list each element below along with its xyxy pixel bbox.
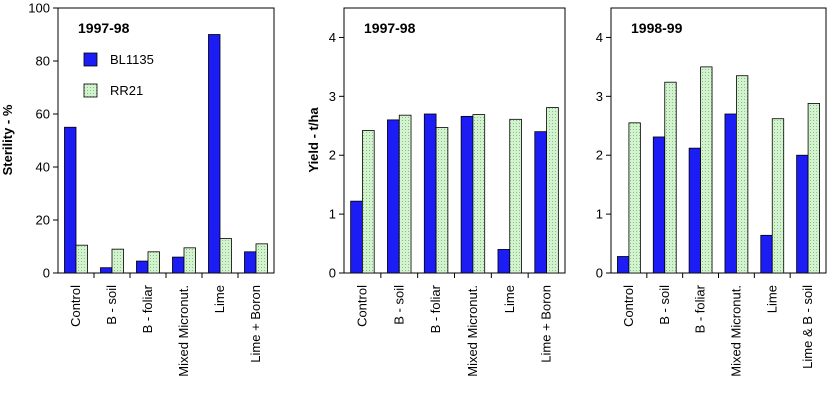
y-tick-label: 3 (596, 89, 603, 104)
plot-frame (57, 7, 275, 274)
category-label: Lime (212, 285, 227, 313)
bar-bl1135-6 (534, 131, 547, 274)
bar-rr21-2 (664, 81, 677, 274)
bar-bl1135-1 (617, 256, 630, 274)
bar-bl1135-6 (796, 154, 809, 274)
legend-swatch-rr21 (83, 83, 98, 98)
panel-title: 1998-99 (631, 20, 683, 36)
bar-rr21-2 (111, 248, 124, 274)
category-label: Control (68, 285, 83, 327)
category-label: B - foliar (140, 284, 155, 333)
bar-bl1135-2 (652, 136, 666, 274)
category-label: Mixed Micronut. (465, 285, 480, 377)
bar-bl1135-1 (64, 126, 77, 274)
category-label: B - soil (657, 285, 672, 325)
panel-title: 1997-98 (364, 20, 416, 36)
bar-bl1135-4 (172, 256, 185, 274)
bar-rr21-3 (700, 66, 713, 274)
y-tick-label: 0 (43, 266, 50, 281)
category-label: Control (621, 285, 636, 327)
panel-title: 1997-98 (78, 20, 130, 36)
bar-bl1135-5 (208, 34, 221, 274)
bar-bl1135-1 (350, 200, 363, 274)
bar-rr21-2 (398, 114, 412, 274)
y-tick-label: 80 (36, 54, 50, 69)
bar-rr21-6 (255, 243, 268, 274)
bar-rr21-5 (771, 118, 785, 274)
y-tick-label: 60 (36, 107, 50, 122)
y-tick-label: 100 (28, 1, 50, 16)
bar-rr21-6 (807, 103, 820, 274)
y-tick-label: 3 (329, 89, 336, 104)
plot-frame (343, 7, 566, 274)
y-tick-label: 0 (596, 266, 603, 281)
y-tick-label: 1 (329, 207, 336, 222)
category-label: Lime (764, 285, 779, 313)
bar-rr21-6 (546, 107, 559, 274)
category-label: Lime & B - soil (800, 285, 815, 369)
bar-rr21-4 (183, 247, 196, 274)
y-tick-label: 4 (329, 30, 336, 45)
bar-rr21-4 (736, 75, 749, 274)
y-tick-label: 20 (36, 213, 50, 228)
bar-bl1135-2 (100, 267, 113, 274)
bar-rr21-3 (147, 251, 160, 274)
bar-bl1135-3 (423, 113, 437, 274)
category-label: B - foliar (428, 284, 443, 333)
bar-bl1135-5 (497, 249, 511, 274)
bar-bl1135-3 (136, 260, 149, 274)
legend-swatch-bl1135 (83, 52, 98, 67)
y-axis-label: Yield - t/ha (306, 107, 321, 173)
bar-bl1135-5 (760, 234, 773, 274)
bar-rr21-1 (628, 122, 641, 274)
bar-rr21-1 (362, 130, 375, 274)
y-tick-label: 2 (596, 148, 603, 163)
category-label: Mixed Micronut. (728, 285, 743, 377)
y-tick-label: 1 (596, 207, 603, 222)
y-tick-label: 40 (36, 160, 50, 175)
category-label: Mixed Micronut. (176, 285, 191, 377)
y-axis-label: Sterility - % (0, 104, 15, 175)
bar-bl1135-6 (244, 251, 257, 274)
bar-bl1135-3 (688, 147, 701, 274)
bar-bl1135-2 (387, 119, 400, 274)
category-label: B - foliar (693, 284, 708, 333)
y-tick-label: 2 (329, 148, 336, 163)
category-label: B - soil (391, 285, 406, 325)
chart-panel-2: 0 1 2 3 4 Yield - t/ha 1997-98 Control B - soil B… (306, 7, 566, 377)
category-label: Lime (502, 285, 517, 313)
category-label: Lime + Boron (539, 285, 554, 363)
bar-rr21-3 (435, 127, 449, 274)
bar-bl1135-4 (460, 115, 474, 274)
chart-panel-1: 0 20 40 60 80 100 Sterility - % 1997-98 Control B… (0, 1, 275, 377)
y-tick-label: 4 (596, 30, 603, 45)
category-label: Control (354, 285, 369, 327)
plot-frame (610, 7, 827, 274)
bar-rr21-5 (509, 118, 522, 274)
legend-label-bl1135: BL1135 (110, 52, 154, 67)
category-label: B - soil (104, 285, 119, 325)
bar-rr21-5 (219, 238, 232, 274)
chart-panel-3: 0 1 2 3 4 1998-99 Control B - soil B - foliar Mix… (596, 7, 827, 377)
legend-label-rr21: RR21 (110, 83, 143, 98)
y-tick-label: 0 (329, 266, 336, 281)
bar-rr21-1 (75, 244, 88, 274)
bar-bl1135-4 (724, 113, 737, 274)
bar-rr21-4 (472, 114, 486, 274)
category-label: Lime + Boron (248, 285, 263, 363)
